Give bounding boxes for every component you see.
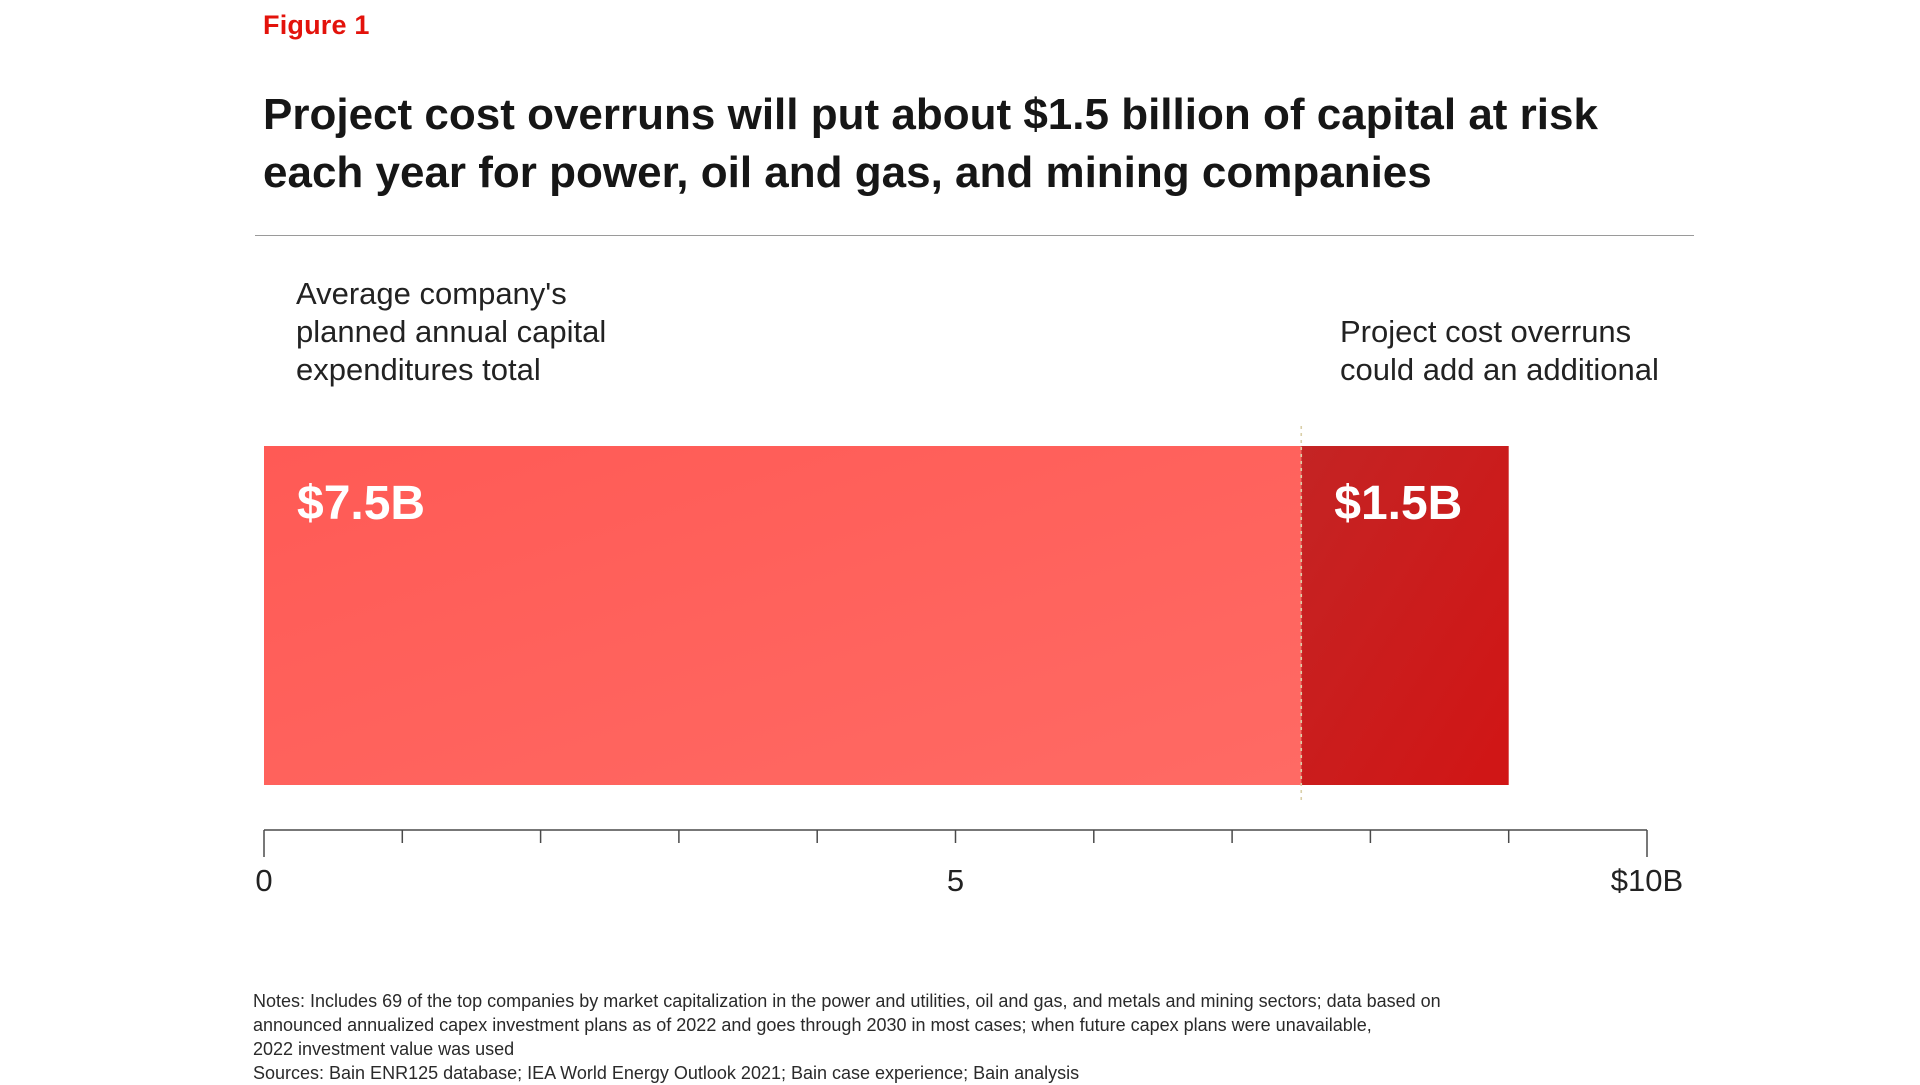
- annotation-line: Project cost overruns: [1340, 314, 1632, 349]
- title-divider: [255, 235, 1694, 236]
- chart-notes: Notes: Includes 69 of the top companies …: [253, 989, 1713, 1085]
- bar-value-label: $7.5B: [297, 477, 425, 530]
- annotation-cost-overruns: Project cost overruns could add an addit…: [1340, 313, 1720, 389]
- bar-value-label: $1.5B: [1334, 477, 1462, 530]
- annotation-line: expenditures total: [296, 352, 541, 387]
- annotation-line: could add an additional: [1340, 352, 1659, 387]
- notes-line: Notes: Includes 69 of the top companies …: [253, 991, 1441, 1011]
- bar-segment-planned-capex: [264, 446, 1302, 785]
- x-tick-label: $10B: [1611, 863, 1683, 898]
- chart-title: Project cost overruns will put about $1.…: [263, 90, 1598, 197]
- x-tick-label: 0: [255, 863, 272, 898]
- notes-line: 2022 investment value was used: [253, 1039, 515, 1059]
- annotation-line: planned annual capital: [296, 314, 607, 349]
- figure-label: Figure 1: [263, 10, 370, 40]
- notes-line: announced annualized capex investment pl…: [253, 1015, 1372, 1035]
- sources-line: Sources: Bain ENR125 database; IEA World…: [253, 1063, 1080, 1083]
- annotation-line: Average company's: [296, 276, 567, 311]
- x-tick-label: 5: [947, 863, 964, 898]
- bar-segment-cost-overruns: [1301, 446, 1509, 785]
- annotation-planned-capex: Average company's planned annual capital…: [296, 275, 716, 389]
